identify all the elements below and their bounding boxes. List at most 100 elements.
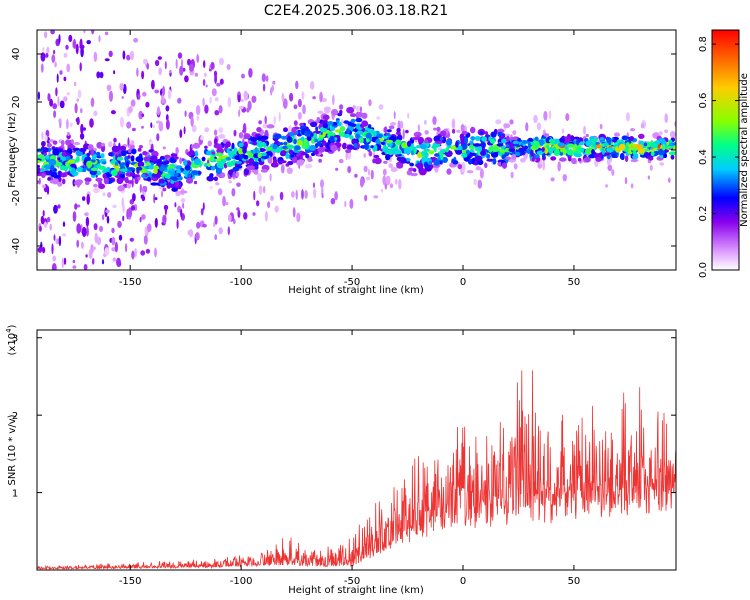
spectrogram-ridge-dot xyxy=(297,159,305,164)
spectrogram-ridge-dot xyxy=(576,138,580,146)
spectrogram-noise-dot xyxy=(85,216,90,227)
spectrogram-ridge-dot xyxy=(474,145,479,151)
spectrogram-noise-dot xyxy=(347,166,352,174)
spectrogram-ridge-dot xyxy=(419,168,427,176)
spectrogram-ridge-dot xyxy=(119,145,126,151)
spectrogram-ridge-dot xyxy=(420,144,427,150)
spectrogram-ridge-dot xyxy=(374,157,382,165)
spectrogram-ridge-dot xyxy=(287,144,295,149)
spectrogram-noise-dot xyxy=(219,78,224,85)
spectrogram-ridge-dot xyxy=(489,138,496,144)
spectrogram-noise-dot xyxy=(583,125,586,135)
spectrogram-ridge-dot xyxy=(90,159,96,163)
spectrogram-ridge-dot xyxy=(355,105,361,112)
spectrogram-ridge-dot xyxy=(201,156,206,162)
spectrogram-ridge-dot xyxy=(534,136,539,142)
spectrogram-ridge-dot xyxy=(239,154,244,160)
spectrogram-ridge-dot xyxy=(327,121,334,126)
spectrogram-ridge-dot xyxy=(457,164,463,170)
spectrogram-noise-dot xyxy=(49,98,53,107)
spectrogram-ridge-dot xyxy=(408,167,415,172)
spectrogram-noise-dot xyxy=(176,219,179,229)
spectrogram-ridge-dot xyxy=(98,165,106,170)
spectrogram-ytick-label: 0 xyxy=(11,147,22,153)
spectrogram-ridge-dot xyxy=(48,158,57,166)
spectrogram-noise-dot xyxy=(51,263,57,270)
spectrogram-ridge-dot xyxy=(601,148,605,155)
spectrogram-noise-dot xyxy=(214,97,219,102)
spectrogram-ridge-dot xyxy=(335,119,340,124)
spectrogram-noise-dot xyxy=(83,127,86,131)
spectrogram-ridge-dot xyxy=(148,164,154,170)
snr-frame xyxy=(36,329,677,571)
spectrogram-ridge-dot xyxy=(390,122,397,126)
spectrogram-ridge-dot xyxy=(206,150,211,156)
spectrogram-ridge-dot xyxy=(547,147,554,154)
spectrogram-noise-dot xyxy=(74,203,78,210)
spectrogram-noise-dot xyxy=(123,83,127,95)
spectrogram-noise-dot xyxy=(322,97,327,103)
spectrogram-ridge-dot xyxy=(238,142,244,147)
spectrogram-ridge-dot xyxy=(188,150,195,156)
spectrogram-noise-dot xyxy=(238,105,244,110)
spectrogram-ridge-dot xyxy=(76,166,84,173)
spectrogram-ridge-dot xyxy=(82,168,87,172)
spectrogram-noise-dot xyxy=(53,204,58,214)
spectrogram-noise-dot xyxy=(139,217,142,223)
spectrogram-ridge-dot xyxy=(349,135,354,140)
spectrogram-ridge-dot xyxy=(423,148,430,152)
spectrogram-noise-dot xyxy=(253,190,256,201)
spectrogram-noise-dot xyxy=(63,96,68,102)
spectrogram-ridge-dot xyxy=(158,178,165,184)
colorbar: 0.0 0.2 0.4 0.6 0.8 Normalized spectral ampl… xyxy=(698,29,750,278)
spectrogram-ridge-dot xyxy=(248,158,254,165)
spectrogram-noise-dot xyxy=(550,177,555,182)
snr-y-ticks: 1 2 3 xyxy=(12,334,676,500)
spectrogram-noise-dot xyxy=(271,84,275,93)
spectrogram-ridge-dot xyxy=(350,113,357,117)
spectrogram-ridge-dot xyxy=(353,142,358,149)
spectrogram-noise-dot xyxy=(164,61,167,70)
spectrogram-ridge-dot xyxy=(346,128,351,134)
spectrogram-ridge-dot xyxy=(505,156,512,160)
spectrogram-noise-dot xyxy=(65,44,69,50)
spectrogram-noise-dot xyxy=(126,121,132,129)
spectrogram-noise-dot xyxy=(301,91,305,100)
spectrogram-noise-dot xyxy=(161,190,163,198)
spectrogram-ridge-dot xyxy=(570,135,575,142)
snr-ytick-label: 3 xyxy=(12,334,18,345)
spectrogram-noise-dot xyxy=(179,65,184,76)
spectrogram-noise-dot xyxy=(134,248,138,258)
spectrogram-noise-dot xyxy=(312,182,316,188)
spectrogram-noise-dot xyxy=(111,236,116,246)
spectrogram-noise-dot xyxy=(125,243,128,253)
spectrogram-ridge-dot xyxy=(281,135,288,140)
spectrogram-noise-dot xyxy=(92,246,96,251)
spectrogram-ridge-dot xyxy=(79,147,87,153)
spectrogram-noise-dot xyxy=(202,224,207,228)
spectrogram-ridge-dot xyxy=(50,164,55,171)
spectrogram-noise-dot xyxy=(154,197,158,201)
snr-xtick-label: -100 xyxy=(230,576,253,587)
spectrogram-marks xyxy=(37,30,676,270)
spectrogram-noise-dot xyxy=(376,116,381,120)
spectrogram-ridge-dot xyxy=(52,149,60,156)
spectrogram-noise-dot xyxy=(99,225,103,232)
spectrogram-ridge-dot xyxy=(428,150,435,155)
spectrogram-ridge-dot xyxy=(504,147,510,153)
spectrogram-noise-dot xyxy=(81,241,84,249)
spectrogram-noise-dot xyxy=(340,118,344,129)
spectrogram-noise-dot xyxy=(101,259,105,265)
spectrogram-noise-dot xyxy=(177,52,183,59)
spectrogram-ridge-dot xyxy=(396,162,404,169)
spectrogram-noise-dot xyxy=(265,75,269,82)
spectrogram-noise-dot xyxy=(53,234,56,241)
spectrogram-ridge-dot xyxy=(243,168,249,176)
spectrogram-noise-dot xyxy=(145,101,150,108)
spectrogram-ytick-label: 20 xyxy=(11,96,22,109)
spectrogram-noise-dot xyxy=(338,158,344,164)
spectrogram-ridge-dot xyxy=(209,173,214,178)
spectrogram-ridge-dot xyxy=(128,148,132,154)
spectrogram-ridge-dot xyxy=(630,158,639,163)
